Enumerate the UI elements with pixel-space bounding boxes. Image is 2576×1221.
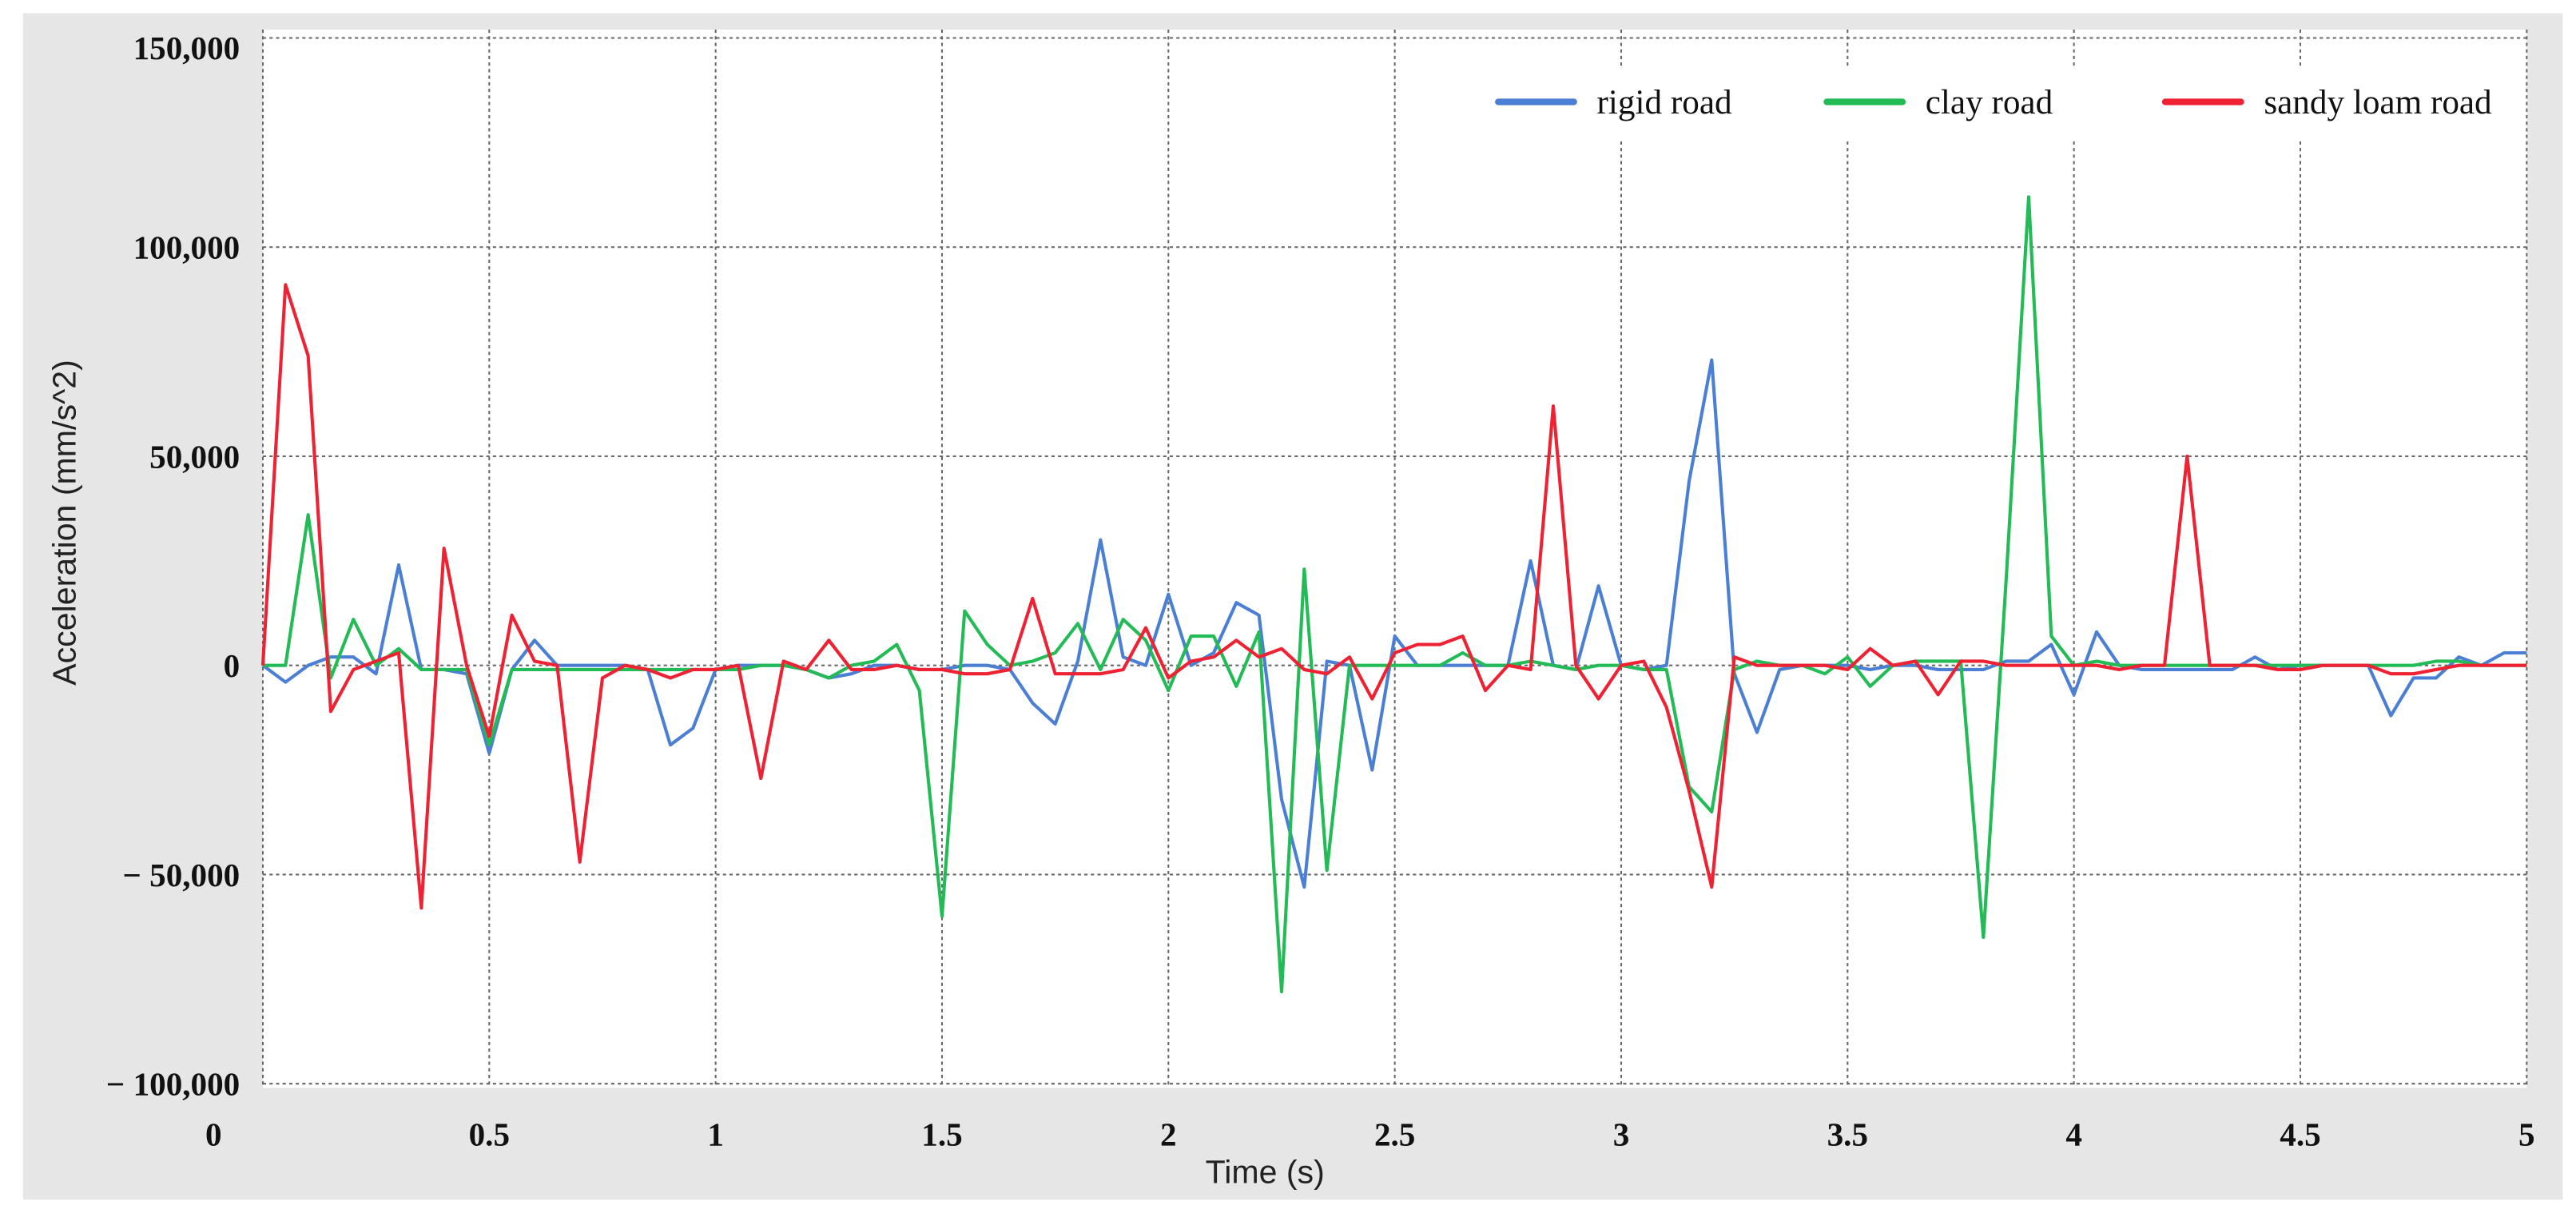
y-tick-label: − 100,000 <box>106 1066 240 1103</box>
x-tick-label: 5 <box>2518 1116 2535 1152</box>
y-tick-label: 50,000 <box>149 438 240 475</box>
legend-label: clay road <box>1926 84 2053 121</box>
y-tick-label: 0 <box>224 647 241 684</box>
y-tick-label: 150,000 <box>133 30 241 66</box>
x-axis-title: Time (s) <box>1206 1154 1325 1191</box>
x-tick-label: 3.5 <box>1827 1116 1868 1152</box>
x-tick-label: 4 <box>2065 1116 2082 1152</box>
series-line <box>260 283 2527 910</box>
x-tick-label: 4.5 <box>2280 1116 2320 1152</box>
x-tick-label: 0 <box>205 1116 222 1152</box>
legend-label: rigid road <box>1597 84 1732 121</box>
x-tick-label: 2.5 <box>1374 1116 1415 1152</box>
lines <box>260 195 2527 994</box>
legend-box <box>1472 66 2524 141</box>
legend: rigid road clay road sandy loam road <box>1472 66 2524 141</box>
x-tick-label: 1 <box>707 1116 724 1152</box>
x-tick-label: 3 <box>1613 1116 1630 1152</box>
ticks: − 100,000 − 50,000 0 50,000 100,000 150,000 0 0… <box>106 30 2535 1152</box>
y-axis-title: Acceleration (mm/s^2) <box>46 360 83 686</box>
x-tick-label: 1.5 <box>921 1116 962 1152</box>
y-tick-label: − 50,000 <box>122 857 240 893</box>
y-tick-label: 100,000 <box>133 229 241 266</box>
legend-label: sandy loam road <box>2264 84 2492 121</box>
x-tick-label: 0.5 <box>469 1116 510 1152</box>
x-tick-label: 2 <box>1160 1116 1177 1152</box>
